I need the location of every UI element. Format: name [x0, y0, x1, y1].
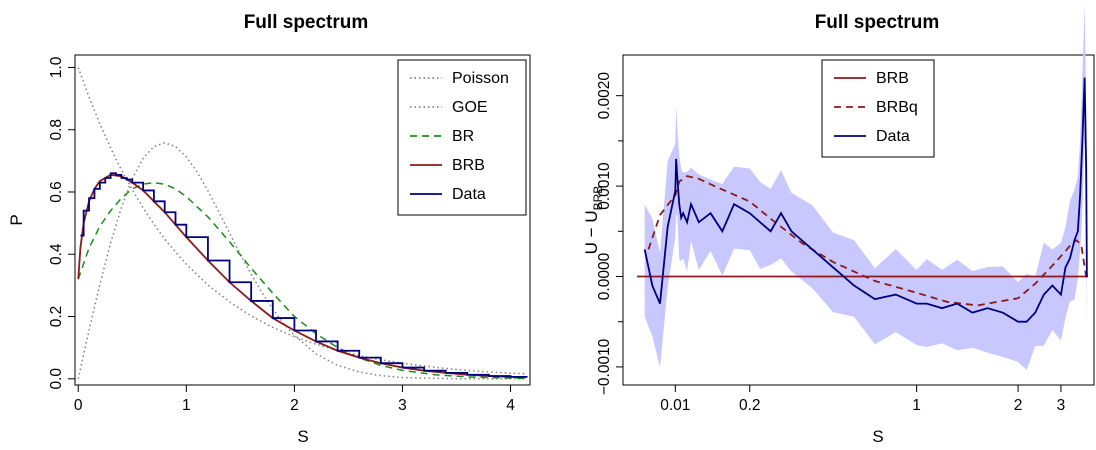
- left-series-poisson-line: [77, 67, 527, 375]
- left-x-tick-label: 0: [74, 397, 83, 414]
- right-x-tick-label: 2: [1014, 397, 1023, 414]
- left-y-tick-label: 0.4: [48, 243, 65, 265]
- left-y-tick-label: 0.0: [48, 368, 65, 390]
- left-legend-label-data: Data: [452, 186, 486, 203]
- left-y-tick-label: 0.6: [48, 181, 65, 203]
- left-chart-title: Full spectrum: [244, 12, 369, 33]
- right-series-layer: [637, 77, 1088, 323]
- right-chart-title: Full spectrum: [815, 12, 940, 33]
- left-series-layer: [77, 67, 528, 380]
- right-y-tick-label: 0.0000: [596, 252, 613, 300]
- left-legend: Poisson GOE BR BRB Data: [397, 59, 527, 216]
- right-y-axis: −0.0010 0.0000 0.0010 0.0020: [596, 72, 624, 395]
- left-y-axis-label: P: [7, 214, 26, 225]
- right-legend-label-brb: BRB: [876, 70, 909, 87]
- right-uncertainty-band: [644, 4, 1087, 371]
- right-panel: Full spectrum 0.01 0.2 1 2 3 −0.0010 0.0000 0.…: [582, 4, 1095, 446]
- left-series-br-line: [77, 181, 527, 380]
- left-x-tick-label: 1: [182, 397, 191, 414]
- left-legend-label-brb: BRB: [452, 157, 485, 174]
- left-panel: Full spectrum 0 1 2 3 4 0.0 0.2 0.4 0.6 0.8 1.0 S…: [7, 12, 531, 446]
- right-y-tick-label: −0.0010: [596, 338, 613, 395]
- right-x-tick-label: 3: [1057, 397, 1066, 414]
- right-legend: BRB BRBq Data: [821, 59, 935, 158]
- right-legend-label-brbq: BRBq: [876, 99, 918, 116]
- right-x-axis: 0.01 0.2 1 2 3: [660, 384, 1066, 414]
- left-y-tick-label: 0.8: [48, 119, 65, 141]
- left-y-axis: 0.0 0.2 0.4 0.6 0.8 1.0: [48, 56, 76, 390]
- left-legend-box: [397, 59, 527, 216]
- right-x-tick-label: 0.2: [739, 397, 761, 414]
- right-y-axis-label: U − UBRB: [582, 186, 605, 255]
- right-legend-box: [821, 59, 935, 158]
- right-x-tick-label: 1: [912, 397, 921, 414]
- right-y-tick-label: 0.0010: [596, 162, 613, 210]
- left-legend-label-poisson: Poisson: [452, 70, 509, 87]
- right-legend-label-data: Data: [876, 128, 910, 145]
- left-y-tick-label: 1.0: [48, 56, 65, 78]
- right-series-brbq-line: [647, 175, 1088, 307]
- left-x-axis: 0 1 2 3 4: [74, 384, 515, 414]
- left-series-goe-line: [77, 141, 527, 380]
- left-legend-label-br: BR: [452, 128, 474, 145]
- left-y-tick-label: 0.2: [48, 306, 65, 328]
- right-y-axis-label-main: U − U: [582, 210, 601, 254]
- left-x-axis-label: S: [297, 427, 308, 446]
- left-x-tick-label: 3: [398, 397, 407, 414]
- left-x-tick-label: 4: [506, 397, 515, 414]
- right-series-data-line: [643, 77, 1088, 323]
- right-y-tick-label: 0.0020: [596, 72, 613, 120]
- right-data-confidence-band: [644, 4, 1087, 371]
- right-x-axis-label: S: [872, 427, 883, 446]
- left-x-tick-label: 2: [290, 397, 299, 414]
- left-legend-label-goe: GOE: [452, 99, 488, 116]
- right-x-tick-label: 0.01: [660, 397, 690, 414]
- left-series-data-line: [80, 172, 528, 378]
- right-y-axis-label-sub: BRB: [591, 186, 605, 211]
